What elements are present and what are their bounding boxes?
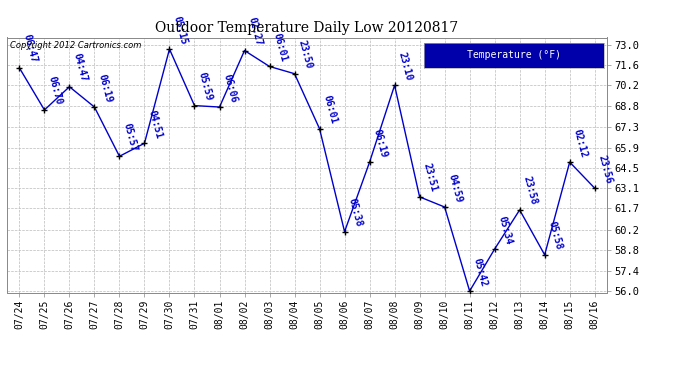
Text: 05:57: 05:57 [121, 122, 139, 153]
Text: 02:27: 02:27 [246, 16, 264, 47]
Text: 06:19: 06:19 [372, 128, 389, 159]
Text: 02:12: 02:12 [572, 128, 589, 159]
Title: Outdoor Temperature Daily Low 20120817: Outdoor Temperature Daily Low 20120817 [155, 21, 459, 35]
Text: 06:06: 06:06 [221, 72, 239, 104]
Text: 05:38: 05:38 [346, 197, 364, 228]
Text: 05:42: 05:42 [472, 256, 489, 287]
Text: 23:51: 23:51 [422, 162, 439, 193]
Text: 23:58: 23:58 [522, 176, 539, 206]
Text: 05:59: 05:59 [197, 71, 214, 102]
Text: 04:47: 04:47 [72, 52, 89, 83]
Text: Copyright 2012 Cartronics.com: Copyright 2012 Cartronics.com [10, 41, 141, 50]
Text: 23:50: 23:50 [297, 39, 314, 70]
Text: 06:47: 06:47 [21, 33, 39, 64]
Text: 06:01: 06:01 [322, 94, 339, 125]
Text: 04:51: 04:51 [146, 109, 164, 140]
Text: 04:59: 04:59 [446, 172, 464, 203]
Text: 06:01: 06:01 [272, 32, 289, 63]
Text: 06:19: 06:19 [97, 72, 114, 104]
Text: 05:58: 05:58 [546, 220, 564, 251]
Text: 05:34: 05:34 [497, 214, 514, 245]
Text: 23:56: 23:56 [597, 154, 614, 184]
Text: 06:70: 06:70 [46, 75, 63, 106]
Text: 05:15: 05:15 [172, 15, 189, 45]
Text: 23:10: 23:10 [397, 51, 414, 82]
